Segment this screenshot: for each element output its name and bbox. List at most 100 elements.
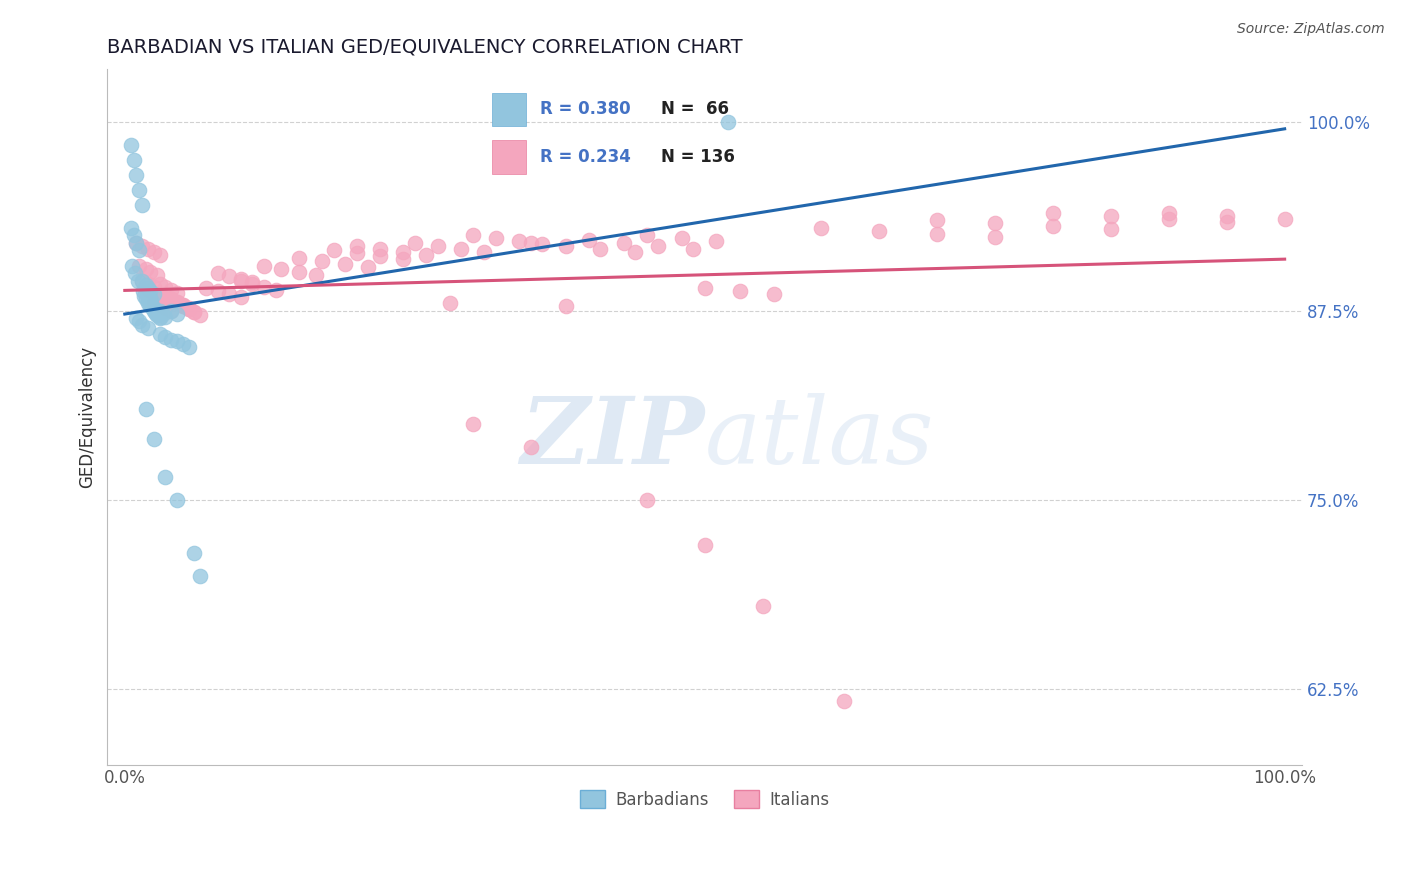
Point (155, 292, 177, 306)
Point (166, 492, 188, 507)
Point (1215, 209, 1237, 223)
Point (145, 307, 167, 321)
Point (172, 298, 194, 312)
Point (207, 285, 229, 299)
Point (172, 299, 194, 313)
Point (122, 228, 145, 243)
Point (148, 289, 170, 303)
Point (135, 292, 157, 306)
Point (142, 302, 165, 317)
Point (439, 296, 461, 310)
Point (346, 246, 368, 260)
Point (693, 281, 716, 295)
Point (146, 305, 169, 319)
Point (141, 298, 163, 312)
Point (139, 264, 162, 278)
Point (148, 277, 170, 291)
Point (194, 281, 217, 295)
Point (139, 285, 162, 299)
Point (142, 287, 165, 301)
Point (148, 311, 170, 326)
Point (160, 283, 183, 297)
Text: BARBADIAN VS ITALIAN GED/EQUIVALENCY CORRELATION CHART: BARBADIAN VS ITALIAN GED/EQUIVALENCY COR… (107, 37, 742, 56)
Point (305, 268, 328, 282)
Point (218, 287, 240, 301)
Text: atlas: atlas (704, 392, 934, 483)
Point (152, 307, 174, 321)
Point (131, 198, 153, 212)
Point (693, 538, 716, 552)
Point (125, 311, 148, 326)
Point (229, 290, 252, 304)
Point (166, 296, 188, 310)
Point (142, 285, 165, 300)
Point (392, 244, 415, 259)
Point (519, 440, 541, 454)
Point (1274, 211, 1296, 226)
Point (131, 274, 153, 288)
Point (135, 402, 157, 417)
Point (183, 546, 205, 560)
Point (136, 320, 159, 334)
Point (122, 153, 145, 167)
Legend: Barbadians, Italians: Barbadians, Italians (574, 784, 835, 815)
Point (148, 248, 170, 262)
Point (138, 290, 160, 304)
Point (751, 599, 773, 613)
Point (155, 310, 177, 324)
Point (554, 239, 576, 253)
Point (578, 233, 600, 247)
Point (143, 305, 166, 319)
Point (146, 309, 169, 323)
Point (177, 340, 200, 354)
Point (128, 244, 150, 258)
Point (136, 296, 159, 310)
Point (128, 183, 150, 197)
Point (728, 285, 751, 299)
Point (155, 301, 177, 315)
Point (270, 261, 292, 276)
Point (253, 259, 276, 273)
Point (148, 326, 170, 341)
Point (127, 274, 149, 288)
Point (188, 309, 211, 323)
Point (983, 216, 1005, 230)
Point (636, 492, 658, 507)
Point (1099, 209, 1122, 223)
Point (682, 242, 704, 256)
Point (155, 470, 177, 484)
Point (240, 275, 263, 289)
Point (333, 257, 356, 271)
Point (166, 307, 188, 321)
Point (485, 231, 508, 245)
Point (810, 220, 832, 235)
Point (120, 220, 142, 235)
Point (1099, 222, 1122, 236)
Point (368, 242, 391, 256)
Point (346, 239, 368, 253)
Point (136, 281, 159, 295)
Point (177, 301, 200, 315)
Point (368, 250, 391, 264)
Point (392, 252, 415, 267)
Point (172, 298, 194, 312)
Point (136, 283, 159, 297)
Point (188, 568, 211, 582)
Point (145, 304, 167, 318)
Point (166, 285, 188, 300)
Point (925, 227, 948, 241)
Point (177, 302, 200, 317)
Point (166, 334, 188, 348)
Point (183, 305, 205, 319)
Point (135, 278, 157, 293)
Point (868, 224, 890, 238)
Text: Source: ZipAtlas.com: Source: ZipAtlas.com (1237, 22, 1385, 37)
Point (166, 294, 188, 309)
Point (142, 279, 165, 293)
Point (1042, 205, 1064, 219)
Point (415, 248, 437, 262)
Point (461, 228, 484, 243)
Point (155, 329, 177, 343)
Point (322, 244, 344, 258)
Point (450, 242, 472, 256)
